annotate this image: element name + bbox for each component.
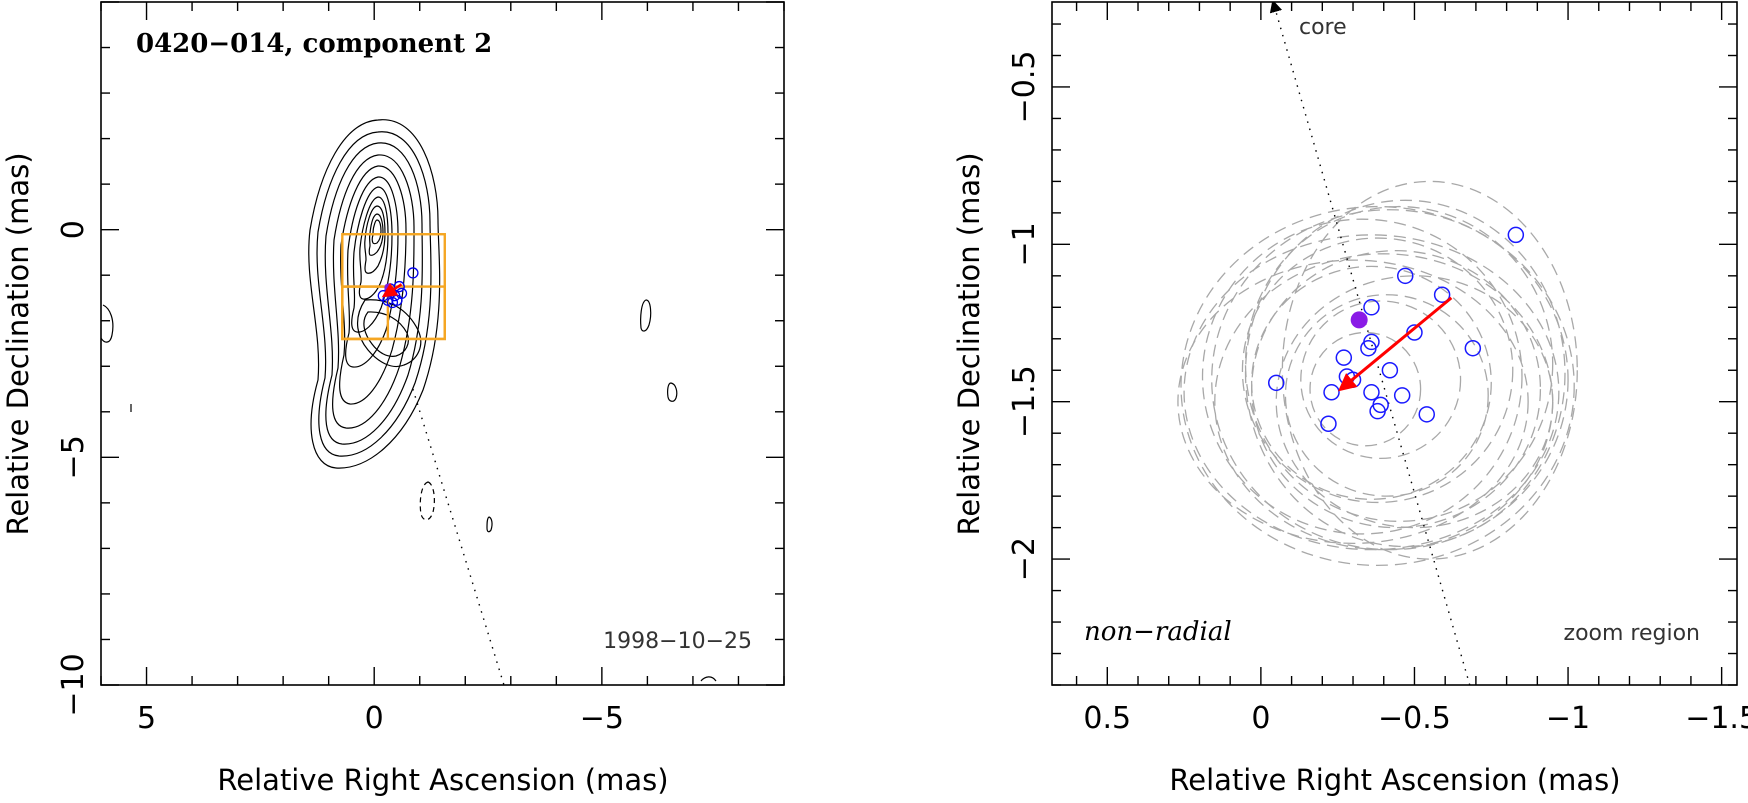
y-tick-label: −10 <box>56 653 91 716</box>
data-point <box>1381 362 1399 379</box>
region-label: zoom region <box>1564 621 1700 646</box>
y-tick-label: −5 <box>56 435 91 479</box>
contour-island-1 <box>101 304 114 343</box>
contour-island-4 <box>419 481 435 521</box>
data-point <box>1267 374 1285 392</box>
data-point <box>1418 406 1436 423</box>
mean-point <box>1350 311 1368 329</box>
data-point <box>1393 387 1411 404</box>
x-tick-label: 0 <box>365 701 384 736</box>
x-tick-label: −0.5 <box>1378 701 1451 736</box>
uncertainty-ellipse <box>1244 205 1554 522</box>
contour-island-2 <box>640 299 652 332</box>
y-tick-label: −1 <box>1007 222 1042 266</box>
core-label: core <box>1299 15 1347 40</box>
uncertainty-ellipse <box>1201 218 1523 535</box>
zoom-box <box>341 285 390 341</box>
tick-group-zoom: 0.5 0 −0.5 −1 −1.5 −0.5 −1 −1.5 −2 <box>1007 2 1748 736</box>
x-tick-label: 0.5 <box>1083 701 1131 736</box>
motion-vector <box>1337 296 1453 392</box>
x-tick-label: 5 <box>137 701 156 736</box>
contour-3 <box>324 142 423 445</box>
x-tick-label: −1.5 <box>1685 701 1748 736</box>
core-direction-arrow <box>1269 2 1471 685</box>
contour-island-3 <box>667 382 678 402</box>
data-point <box>1335 349 1353 366</box>
y-axis-title-right: Relative Declination (mas) <box>952 152 986 535</box>
contour-8 <box>358 196 389 300</box>
component-position <box>407 267 419 279</box>
uncertainty-ellipse <box>1281 180 1578 560</box>
data-point <box>1507 226 1525 244</box>
contour-9 <box>364 205 386 274</box>
core-direction-line <box>412 388 505 685</box>
x-axis-title-left: Relative Right Ascension (mas) <box>217 763 668 797</box>
contour-map-panel: 5 0 −5 0 −5 −10 0420−014, component 2 1998−10… <box>1 1 785 797</box>
uncertainty-ellipse <box>1251 265 1492 500</box>
y-axis-title-left: Relative Declination (mas) <box>1 152 35 535</box>
data-point <box>1323 384 1340 401</box>
data-point <box>1397 267 1414 285</box>
overlay-group-zoom <box>1267 2 1525 685</box>
contour-2 <box>316 131 432 457</box>
data-point <box>1433 286 1451 303</box>
contour-10 <box>368 213 384 256</box>
x-tick-label: −1 <box>1546 701 1590 736</box>
uncertainty-ellipse <box>1284 294 1489 497</box>
uncertainty-ellipse <box>1177 259 1529 545</box>
uncertainty-ellipse <box>1300 300 1462 460</box>
overlay-group <box>341 233 505 685</box>
contour-island-6 <box>700 676 717 682</box>
contour-4 <box>332 154 415 429</box>
y-tick-label: −0.5 <box>1007 51 1042 124</box>
motion-vector <box>381 282 403 298</box>
mode-label: non−radial <box>1084 617 1232 647</box>
x-tick-label: −5 <box>580 701 624 736</box>
data-point <box>1360 339 1377 357</box>
observation-date: 1998−10−25 <box>603 629 752 654</box>
x-axis-title-right: Relative Right Ascension (mas) <box>1169 763 1620 797</box>
data-point <box>1406 324 1423 341</box>
tick-group: 5 0 −5 0 −5 −10 <box>56 1 785 736</box>
data-point <box>1464 339 1482 357</box>
contour-1 <box>308 119 441 469</box>
contour-6 <box>345 176 399 368</box>
uncertainty-ellipse <box>1241 237 1514 504</box>
panel-title: 0420−014, component 2 <box>136 29 492 59</box>
data-point <box>1369 402 1386 420</box>
uncertainty-ellipse <box>1309 331 1422 447</box>
zoom-region-panel: 0.5 0 −0.5 −1 −1.5 −0.5 −1 −1.5 −2 core non−radi… <box>952 1 1748 797</box>
contour-group <box>101 119 717 682</box>
data-point <box>1363 384 1380 401</box>
plot-frame-right <box>1051 1 1738 686</box>
data-point <box>1363 299 1380 316</box>
uncertainty-ellipse <box>1214 253 1554 551</box>
ellipse-group <box>1177 180 1578 567</box>
uncertainty-ellipse <box>1275 275 1554 529</box>
x-tick-label: 0 <box>1251 701 1270 736</box>
y-tick-label: −1.5 <box>1007 365 1042 438</box>
y-tick-label: 0 <box>56 220 91 239</box>
y-tick-label: −2 <box>1007 537 1042 581</box>
uncertainty-ellipse <box>1180 205 1575 567</box>
contour-5 <box>339 165 407 405</box>
contour-island-5 <box>486 516 493 533</box>
data-point <box>1320 415 1337 433</box>
contour-11 <box>371 219 382 245</box>
plot-frame-left <box>100 1 785 686</box>
uncertainty-ellipse <box>1183 234 1560 551</box>
uncertainty-ellipse <box>1211 209 1569 551</box>
contour-lobe-2 <box>363 311 409 357</box>
